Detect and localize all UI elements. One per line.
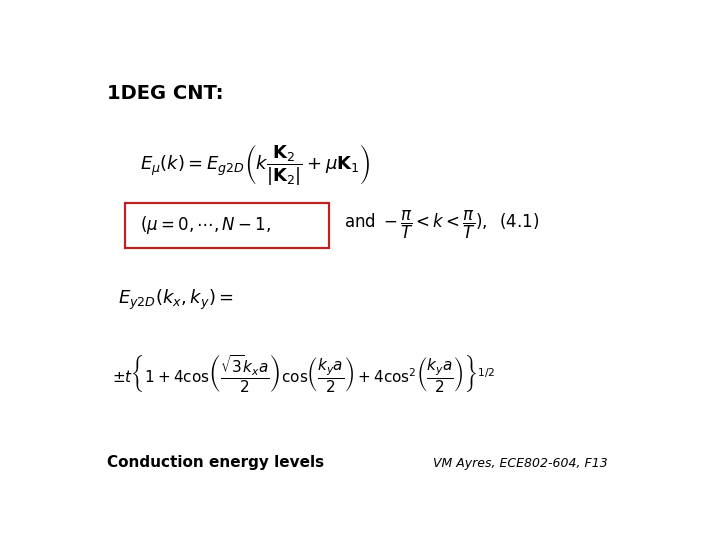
Text: $E_{\mu}(k) = E_{g2D}\left( k\dfrac{\mathbf{K}_2}{|\mathbf{K}_2|} + \mu\mathbf{K: $E_{\mu}(k) = E_{g2D}\left( k\dfrac{\mat… (140, 142, 370, 187)
Text: Conduction energy levels: Conduction energy levels (107, 455, 324, 470)
Text: $E_{y2D}(k_x, k_y) =$: $E_{y2D}(k_x, k_y) =$ (118, 288, 233, 312)
Text: 1DEG CNT:: 1DEG CNT: (107, 84, 223, 103)
Text: $(\mu = 0, \cdots, N-1,$: $(\mu = 0, \cdots, N-1,$ (140, 214, 271, 236)
Text: $\pm t\left\{ 1 + 4\cos\!\left(\dfrac{\sqrt{3}k_x a}{2}\right)\cos\!\left(\dfrac: $\pm t\left\{ 1 + 4\cos\!\left(\dfrac{\s… (112, 354, 496, 395)
Text: VM Ayres, ECE802-604, F13: VM Ayres, ECE802-604, F13 (433, 457, 608, 470)
Text: $\mathrm{and}\; -\dfrac{\pi}{T} < k < \dfrac{\pi}{T}),\;\;(4.1)$: $\mathrm{and}\; -\dfrac{\pi}{T} < k < \d… (344, 209, 539, 241)
